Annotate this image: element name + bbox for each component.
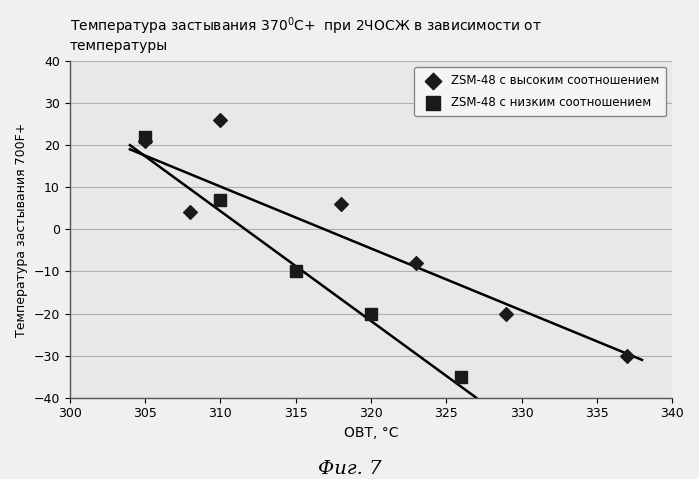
ZSM-48 с высоким соотношением (621, 352, 633, 360)
ZSM-48 с низким соотношением (290, 268, 301, 275)
ZSM-48 с высоким соотношением (410, 259, 421, 267)
ZSM-48 с низким соотношением (139, 133, 150, 140)
X-axis label: ОВТ, °C: ОВТ, °C (344, 426, 398, 440)
ZSM-48 с низким соотношением (215, 196, 226, 204)
ZSM-48 с низким соотношением (456, 373, 467, 380)
ZSM-48 с низким соотношением (366, 310, 377, 318)
Text: Температура застывания 370$^0$C+  при 2ЧОСЖ в зависимости от
температуры: Температура застывания 370$^0$C+ при 2ЧО… (70, 15, 542, 53)
Y-axis label: Температура застывания 700F+: Температура застывания 700F+ (15, 122, 28, 337)
ZSM-48 с высоким соотношением (139, 137, 150, 145)
ZSM-48 с высоким соотношением (185, 209, 196, 217)
Legend: ZSM-48 с высоким соотношением, ZSM-48 с низким соотношением: ZSM-48 с высоким соотношением, ZSM-48 с … (415, 67, 666, 116)
ZSM-48 с высоким соотношением (336, 200, 347, 208)
Text: Фиг. 7: Фиг. 7 (318, 460, 381, 478)
ZSM-48 с высоким соотношением (215, 116, 226, 124)
ZSM-48 с высоким соотношением (501, 310, 512, 318)
